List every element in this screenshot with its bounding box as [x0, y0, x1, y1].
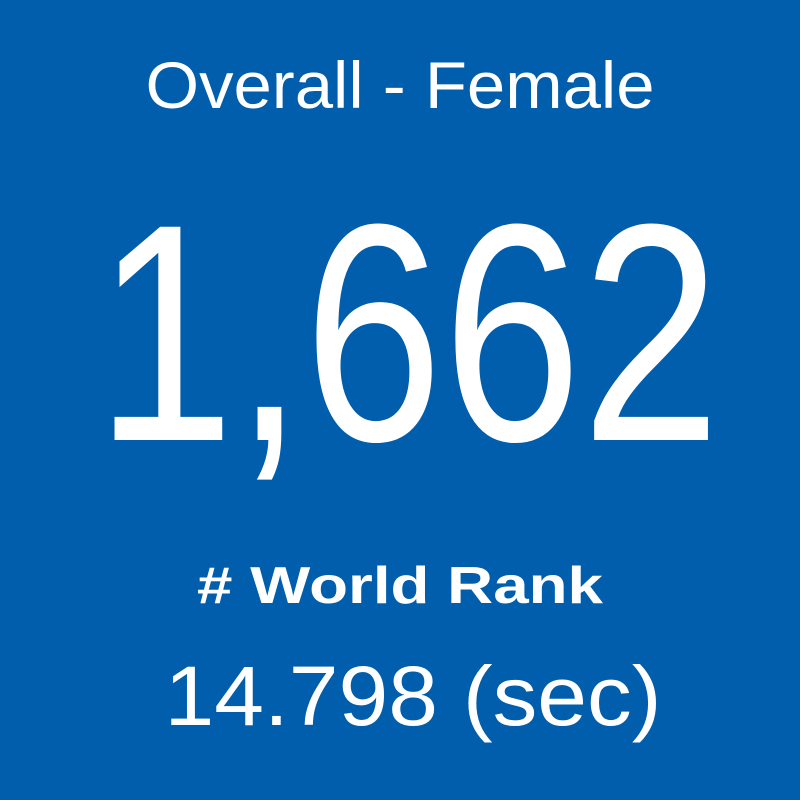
time-value: 14.798 (sec): [165, 649, 662, 743]
tile-title: Overall - Female: [146, 48, 655, 122]
rank-value: 1,662: [96, 159, 721, 506]
rank-label: # World Rank: [197, 557, 603, 615]
